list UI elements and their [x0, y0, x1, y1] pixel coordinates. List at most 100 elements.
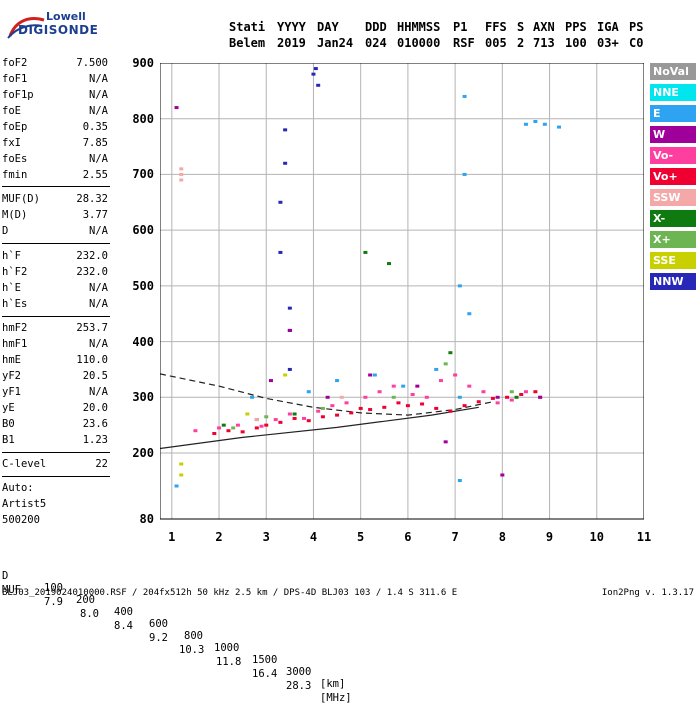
echo-point [302, 416, 307, 420]
echo-point [287, 412, 292, 416]
param-row: foF1 N/A [2, 73, 108, 88]
echo-point [179, 462, 184, 466]
echo-point [495, 401, 500, 405]
echo-point [320, 415, 325, 419]
param-value: 28.32 [76, 193, 108, 205]
x-tick-label: 7 [451, 530, 459, 544]
y-tick-label: 300 [132, 390, 154, 405]
profile-curves [160, 373, 494, 450]
echo-point [245, 412, 250, 416]
echo-point [505, 395, 510, 399]
echo-point [179, 172, 184, 176]
echo-point [377, 390, 382, 394]
echo-point [174, 106, 179, 110]
hdr-value: 713 [533, 36, 555, 50]
echo-point [287, 367, 292, 371]
echo-point [283, 373, 288, 377]
echo-point [457, 479, 462, 482]
param-row: foF1p N/A [2, 89, 108, 104]
version-label: Ion2Png v. 1.3.17 [601, 588, 694, 598]
hdr-label: FFS [485, 20, 507, 34]
echo-point [287, 306, 292, 310]
echo-point [443, 440, 448, 444]
echo-point [462, 172, 467, 176]
echo-point [358, 406, 363, 410]
x-tick-label: 2 [215, 530, 223, 544]
param-value: 232.0 [76, 250, 108, 262]
param-name: hmE [2, 354, 21, 366]
param-name: yF2 [2, 370, 21, 382]
echo-point [391, 395, 396, 399]
echo-point [453, 373, 458, 377]
hdr-value: 010000 [397, 36, 441, 50]
param-name: hmF2 [2, 322, 28, 334]
param-value: 23.6 [82, 418, 108, 430]
hdr-label: YYYY [277, 20, 306, 34]
autoscale-text: Artist5 [2, 498, 47, 510]
echo-point [231, 426, 236, 430]
echo-point [264, 423, 269, 427]
echo-point [424, 395, 429, 399]
x-tick-label: 10 [589, 530, 604, 544]
param-row: D N/A [2, 225, 108, 240]
param-row: MUF(D) 28.32 [2, 193, 108, 208]
distance-value: 1500 [252, 654, 278, 666]
param-name: D [2, 225, 9, 237]
echo-point [523, 122, 528, 126]
param-name: yE [2, 402, 15, 414]
param-name: B1 [2, 434, 15, 446]
legend-item: NNE [650, 84, 696, 101]
echo-point [410, 393, 415, 396]
param-row: foE N/A [2, 105, 108, 120]
echo-point [273, 418, 278, 422]
param-row: B1 1.23 [2, 434, 108, 449]
distance-value: 800 [184, 630, 203, 642]
param-value: 20.5 [82, 370, 108, 382]
echo-point [514, 395, 519, 399]
digisonde-logo: Lowell DIGISONDE [4, 8, 134, 44]
y-tick-label: 800 [132, 111, 154, 126]
hdr-label: Stati [229, 20, 266, 34]
param-row: fmin 2.55 [2, 169, 108, 184]
distance-value: 400 [114, 606, 133, 618]
param-value: N/A [89, 298, 108, 310]
echo-point [226, 429, 231, 433]
hdr-value: 005 [485, 36, 507, 50]
echo-point [519, 393, 524, 396]
param-row: h`F 232.0 [2, 250, 108, 265]
echo-point [467, 312, 472, 316]
param-row: B0 23.6 [2, 418, 108, 433]
hdr-value: Jan24 [317, 36, 354, 50]
echo-point [268, 379, 273, 383]
echo-point [240, 430, 245, 434]
profile-curve-dashed [160, 373, 494, 416]
echo-point [259, 424, 264, 428]
x-tick-label: 1 [168, 530, 176, 544]
autoscale-text: 500200 [2, 514, 40, 526]
param-row: hmF1 N/A [2, 338, 108, 353]
echo-point [330, 404, 335, 408]
logo-line1: Lowell [46, 10, 86, 23]
echo-point [462, 94, 467, 98]
header-values-row: Belem 2019 Jan24 024 010000 RSF 005 2 71… [0, 36, 700, 50]
muf-value: 8.4 [114, 620, 133, 632]
x-tick-label: 11 [636, 530, 652, 544]
echo-point [382, 405, 387, 409]
legend-item: X+ [650, 231, 696, 248]
x-tick-label: 3 [262, 530, 270, 544]
echo-point [283, 161, 288, 165]
y-tick-label: 500 [132, 278, 154, 293]
echo-point [316, 409, 321, 413]
echo-point [264, 415, 269, 419]
y-tick-label: 400 [132, 334, 154, 349]
divider [2, 452, 110, 453]
hdr-value: 2 [517, 36, 525, 50]
param-value: 2.55 [82, 169, 108, 181]
echo-point [316, 83, 321, 87]
muf-value: 16.4 [252, 668, 278, 680]
echo-point [438, 379, 443, 383]
divider [2, 476, 110, 477]
hdr-value: 03+ [597, 36, 619, 50]
divider [2, 316, 110, 317]
legend-item: Vo+ [650, 168, 696, 185]
